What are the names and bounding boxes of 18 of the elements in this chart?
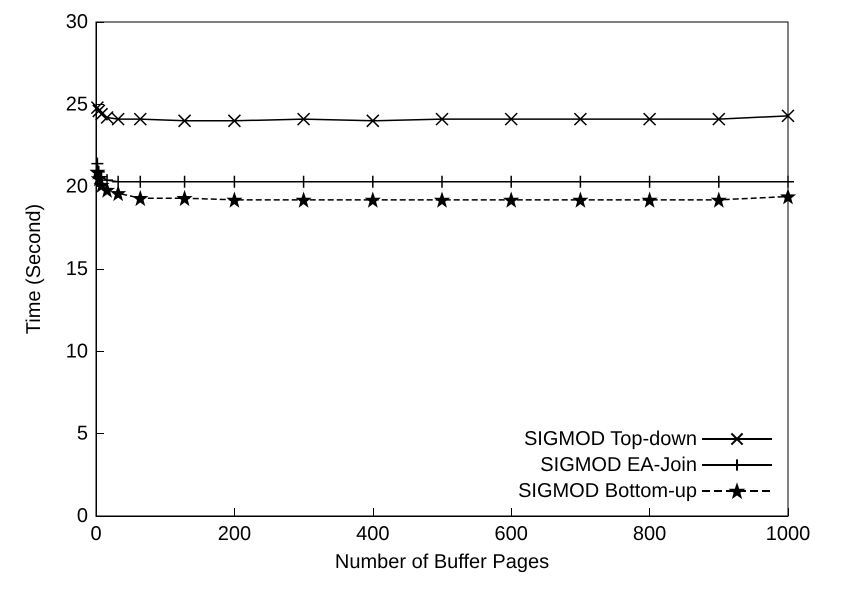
y-tick-label: 30 <box>66 11 88 33</box>
x-axis-title: Number of Buffer Pages <box>334 551 550 573</box>
y-axis-title: Time (Second) <box>23 204 45 334</box>
y-tick-label: 5 <box>76 422 88 445</box>
legend-label: SIGMOD Bottom-up <box>518 480 697 502</box>
y-tick-label: 15 <box>66 258 88 280</box>
x-tick-label: 800 <box>632 523 666 545</box>
y-tick-label: 10 <box>66 340 88 362</box>
x-tick-label: 1000 <box>766 523 810 545</box>
y-tick-label: 20 <box>66 176 88 198</box>
y-tick-label: 0 <box>76 505 88 527</box>
legend-label: SIGMOD EA-Join <box>540 454 697 476</box>
x-tick-label: 400 <box>356 523 390 545</box>
x-tick-label: 600 <box>494 523 528 545</box>
legend-label: SIGMOD Top-down <box>524 428 697 450</box>
x-tick-label: 0 <box>90 523 102 545</box>
x-tick-label: 200 <box>218 523 252 545</box>
y-tick-label: 25 <box>66 93 88 116</box>
